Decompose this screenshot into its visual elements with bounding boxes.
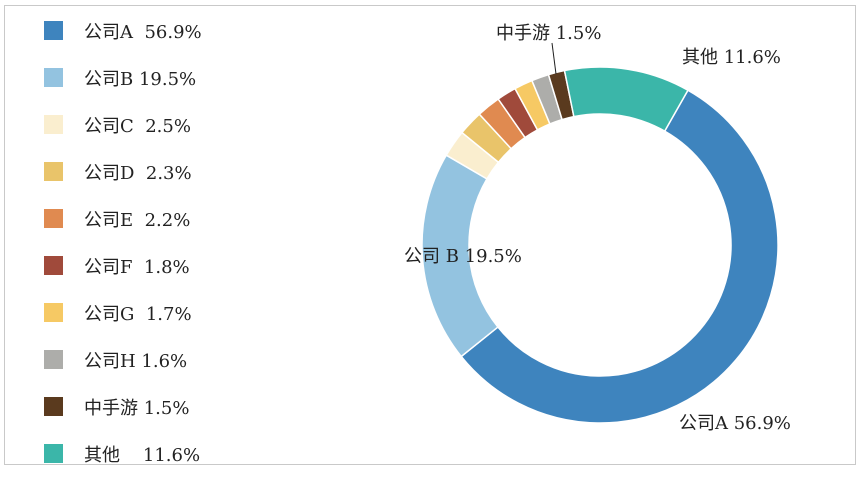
donut-slices bbox=[421, 66, 779, 424]
legend-label-company-b: 公司B 19.5% bbox=[84, 69, 197, 90]
donut-slice-9 bbox=[563, 66, 689, 133]
legend-label-other: 其他 11.6% bbox=[84, 445, 201, 466]
data-label-other: 其他 11.6% bbox=[682, 47, 781, 68]
legend-swatch-company-g bbox=[44, 303, 63, 322]
legend-label-company-g: 公司G 1.7% bbox=[84, 304, 192, 325]
donut-slice-0 bbox=[460, 89, 779, 424]
donut-chart: 其他 11.6% 中手游 1.5% 公司 B 19.5% 公司A 56.9% bbox=[404, 23, 791, 434]
legend-swatch-company-d bbox=[44, 162, 63, 181]
chart-frame bbox=[4, 5, 856, 465]
legend-label-company-e: 公司E 2.2% bbox=[84, 210, 191, 231]
data-label-zhongshouyou: 中手游 1.5% bbox=[496, 23, 601, 44]
data-label-company-a: 公司A 56.9% bbox=[679, 413, 791, 434]
legend-label-zhongshouyou: 中手游 1.5% bbox=[84, 398, 190, 419]
legend-swatch-zhongshouyou bbox=[44, 397, 63, 416]
leader-line-zhongshouyou bbox=[551, 42, 557, 75]
legend-swatch-company-e bbox=[44, 209, 63, 228]
legend-swatch-company-a bbox=[44, 21, 63, 40]
legend-swatch-company-c bbox=[44, 115, 63, 134]
legend-label-company-h: 公司H 1.6% bbox=[84, 351, 188, 372]
legend-swatch-company-f bbox=[44, 256, 63, 275]
legend-swatch-company-h bbox=[44, 350, 63, 369]
legend-label-company-d: 公司D 2.3% bbox=[84, 163, 192, 184]
legend-swatch-company-b bbox=[44, 68, 63, 87]
legend-swatch-other bbox=[44, 444, 63, 463]
legend-label-company-c: 公司C 2.5% bbox=[84, 116, 191, 137]
data-label-company-b: 公司 B 19.5% bbox=[404, 246, 522, 267]
legend-label-company-a: 公司A 56.9% bbox=[84, 22, 202, 43]
legend-label-company-f: 公司F 1.8% bbox=[84, 257, 190, 278]
